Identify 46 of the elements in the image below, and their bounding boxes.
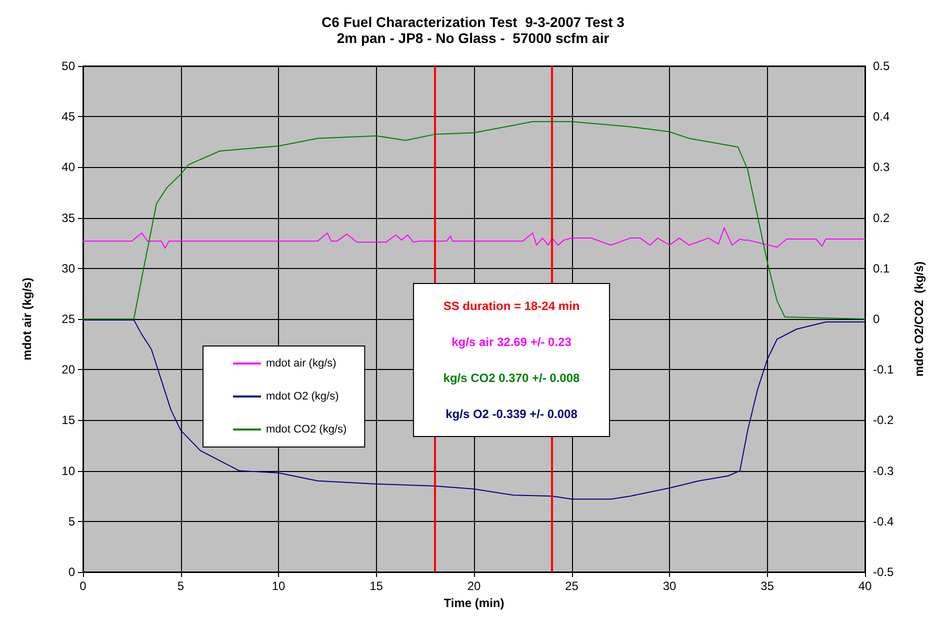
y2-tick-label: -0.5 [873, 565, 894, 579]
y-tick-label: 35 [62, 210, 76, 225]
y2-tick-label: 0.4 [873, 110, 890, 124]
y2-tick-label: -0.4 [873, 514, 894, 528]
annotation: kg/s air 32.69 +/- 0.23 [450, 334, 572, 351]
y2-tick-label: 0.2 [873, 210, 890, 225]
x-tick-label: 0 [80, 579, 87, 593]
x-tick-label: 10 [272, 579, 286, 593]
x-tick-label: 35 [760, 579, 774, 593]
y-tick-label: 30 [62, 261, 76, 276]
annotation: kg/s O2 -0.339 +/- 0.008 [444, 406, 578, 423]
annotation: SS duration = 18-24 min [442, 298, 581, 315]
legend-label: mdot O2 (kg/s) [266, 390, 339, 402]
x-tick-label: 40 [858, 579, 872, 593]
y-tick-label: 50 [62, 59, 76, 73]
y-tick-label: 45 [62, 110, 76, 124]
x-tick-label: 25 [565, 579, 579, 593]
y-tick-label: 0 [68, 565, 76, 579]
y2-tick-label: 0.3 [873, 160, 890, 174]
line-series [82, 227, 866, 249]
y2-tick-label: 0.1 [873, 261, 890, 276]
y2-tick-label: 0 [873, 312, 880, 326]
x-tick-label: 15 [370, 579, 384, 593]
line-series [82, 121, 866, 320]
line-series [82, 320, 866, 500]
x-tick-label: 5 [177, 579, 184, 593]
y-tick-label: 5 [68, 514, 76, 528]
y2-tick-label: 0.5 [873, 59, 890, 73]
chart-title: C6 Fuel Characterization Test 9-3-2007 Test 3 [322, 14, 625, 30]
y-tick-label: 20 [62, 362, 76, 377]
y2-tick-label: -0.3 [873, 464, 894, 478]
annotation: kg/s CO2 0.370 +/- 0.008 [442, 370, 581, 387]
legend-label: mdot CO2 (kg/s) [266, 424, 347, 436]
x-tick-label: 30 [662, 579, 676, 593]
y-tick-label: 40 [62, 160, 76, 174]
x-tick-label: 20 [467, 579, 481, 593]
y-tick-label: 10 [62, 464, 76, 478]
y-tick-label: 15 [62, 413, 76, 428]
y-axis-title: mdot air (kg/s) [20, 278, 34, 360]
y2-axis-title: mdot O2/CO2 (kg/s) [912, 261, 926, 377]
y2-tick-label: -0.2 [873, 413, 894, 428]
y2-tick-label: -0.1 [873, 362, 894, 377]
y-tick-label: 25 [62, 312, 76, 326]
x-axis-title: Time (min) [444, 596, 504, 610]
chart-subtitle: 2m pan - JP8 - No Glass - 57000 scfm air [336, 30, 610, 46]
legend-label: mdot air (kg/s) [266, 358, 336, 370]
